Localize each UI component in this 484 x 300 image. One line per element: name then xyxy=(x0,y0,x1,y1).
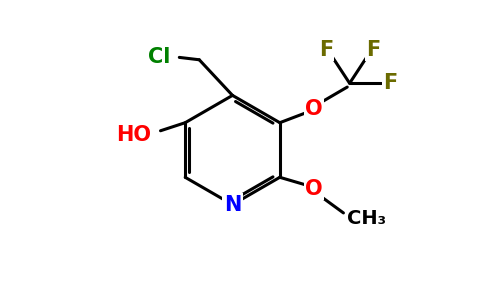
Text: F: F xyxy=(383,73,397,93)
Text: CH₃: CH₃ xyxy=(347,209,386,228)
Text: F: F xyxy=(319,40,333,60)
Text: O: O xyxy=(305,179,323,199)
Text: Cl: Cl xyxy=(149,47,171,68)
Text: O: O xyxy=(305,99,323,119)
Text: HO: HO xyxy=(116,124,151,145)
Text: F: F xyxy=(366,40,380,60)
Text: N: N xyxy=(224,195,241,214)
